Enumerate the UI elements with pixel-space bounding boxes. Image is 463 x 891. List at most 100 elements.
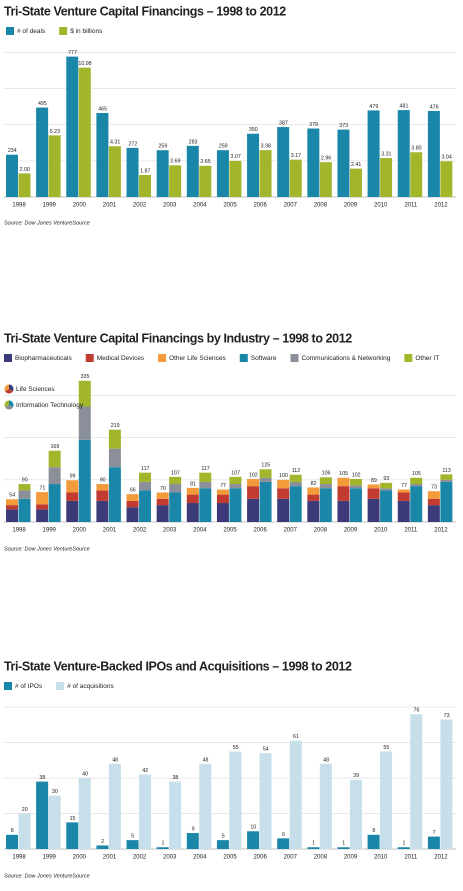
- bar: [277, 838, 290, 849]
- bar: [367, 834, 380, 849]
- bar-segment: [289, 481, 302, 487]
- value-label: 3.98: [261, 144, 271, 150]
- stack-icon: [4, 400, 9, 408]
- bar: [18, 173, 31, 197]
- value-label: 5.23: [50, 129, 60, 135]
- total-label: 219: [111, 423, 120, 429]
- value-label: 3.31: [381, 151, 391, 157]
- value-label: 465: [98, 106, 107, 112]
- value-label: 234: [8, 148, 17, 154]
- total-label: 82: [311, 481, 317, 487]
- bar-segment: [367, 484, 380, 489]
- value-label: 1: [342, 841, 345, 847]
- bar-segment: [78, 439, 91, 522]
- value-label: 39: [353, 773, 359, 779]
- bar-segment: [108, 448, 121, 468]
- value-label: 3.80: [411, 146, 421, 152]
- bar: [259, 150, 272, 197]
- value-label: 476: [430, 104, 439, 110]
- bar-segment: [6, 505, 18, 510]
- source: Source: Dow Jones VentureSource: [4, 546, 90, 552]
- bar-segment: [247, 498, 260, 522]
- value-label: 2.69: [170, 159, 180, 165]
- value-label: 42: [142, 768, 148, 774]
- value-label: 30: [52, 789, 58, 795]
- x-tick-label: 2008: [314, 203, 328, 209]
- bar-segment: [48, 467, 61, 485]
- x-tick-label: 2005: [223, 855, 237, 861]
- legend-swatch: [4, 354, 12, 362]
- x-tick-label: 1999: [43, 203, 57, 209]
- bar-segment: [427, 491, 440, 499]
- x-tick-label: 2010: [374, 203, 388, 209]
- x-tick-label: 2007: [284, 528, 298, 534]
- value-label: 283: [189, 139, 198, 145]
- bar: [229, 160, 242, 197]
- bar: [48, 795, 61, 849]
- bar: [319, 763, 332, 849]
- bar-segment: [397, 489, 410, 493]
- total-label: 93: [383, 476, 389, 482]
- bar-segment: [169, 492, 182, 522]
- source: Source: Dow Jones VentureSource: [4, 220, 90, 226]
- bar: [349, 779, 362, 849]
- bar-segment: [186, 494, 199, 504]
- total-label: 117: [201, 466, 209, 472]
- bar-segment: [186, 503, 199, 522]
- bar: [410, 152, 423, 197]
- bar-segment: [229, 488, 242, 522]
- total-label: 66: [130, 488, 136, 494]
- bar-segment: [126, 494, 139, 501]
- x-tick-label: 2000: [73, 203, 87, 209]
- bar-segment: [169, 484, 182, 493]
- stack-icon: [9, 400, 14, 408]
- legend-label: # of deals: [17, 28, 46, 35]
- bar: [66, 822, 79, 849]
- bar-segment: [6, 509, 18, 522]
- legend-label: Software: [251, 355, 277, 362]
- x-tick-label: 2001: [103, 203, 117, 209]
- value-label: 54: [263, 747, 269, 753]
- chart-title: Tri-State Venture Capital Financings – 1…: [4, 4, 286, 18]
- x-tick-label: 2009: [344, 203, 358, 209]
- bar-segment: [139, 472, 152, 482]
- bar-segment: [48, 484, 61, 522]
- legend-swatch: [59, 27, 68, 35]
- x-tick-label: 2008: [314, 528, 328, 534]
- total-label: 54: [9, 493, 15, 499]
- legend-label: Other IT: [415, 355, 439, 362]
- bar: [427, 110, 440, 197]
- bar-segment: [410, 477, 423, 485]
- x-tick-label: 2011: [404, 855, 418, 861]
- bar-segment: [307, 500, 320, 522]
- x-tick-label: 1998: [12, 855, 26, 861]
- bar-segment: [199, 488, 212, 522]
- bar-segment: [169, 476, 182, 485]
- stack-legend-label: Life Sciences: [16, 386, 55, 393]
- total-label: 77: [220, 483, 226, 489]
- bar: [440, 719, 453, 849]
- value-label: 3.07: [231, 154, 241, 160]
- stack-icon: [4, 384, 9, 392]
- bar: [66, 56, 79, 197]
- bar-segment: [96, 484, 109, 491]
- total-label: 106: [322, 471, 331, 477]
- bar-segment: [78, 380, 91, 407]
- total-label: 113: [442, 468, 450, 474]
- total-label: 169: [50, 444, 59, 450]
- bar-segment: [48, 450, 61, 468]
- bar: [156, 847, 169, 849]
- x-tick-label: 2009: [344, 528, 358, 534]
- value-label: 6: [282, 832, 285, 838]
- x-tick-label: 2006: [253, 203, 267, 209]
- x-tick-label: 2006: [253, 528, 267, 534]
- bar-segment: [427, 505, 440, 522]
- total-label: 77: [401, 483, 407, 489]
- x-tick-label: 2010: [374, 528, 388, 534]
- value-label: 2: [101, 839, 104, 845]
- legend-label: Medical Devices: [97, 355, 145, 362]
- value-label: 5: [131, 834, 134, 840]
- total-label: 117: [141, 466, 149, 472]
- bar: [36, 781, 49, 849]
- value-label: 1: [312, 841, 315, 847]
